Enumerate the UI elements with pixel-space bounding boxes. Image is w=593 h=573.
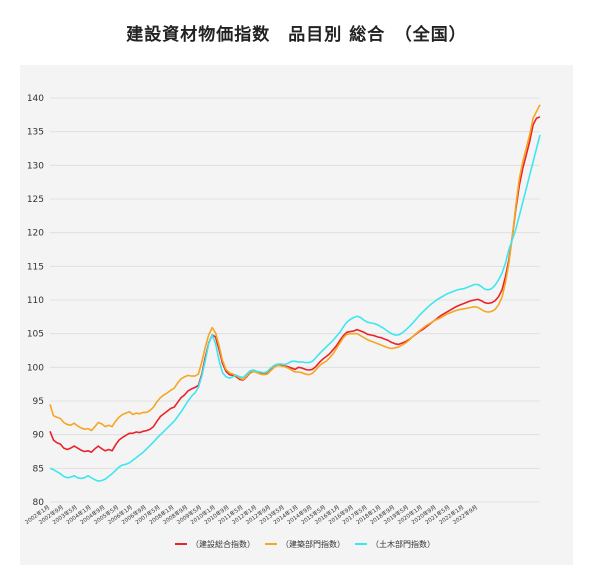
y-tick-label: 95 [33,397,44,407]
series-line-1 [49,104,541,432]
x-axis: 2002年1月2002年9月2003年5月2004年1月2004年9月2005年… [23,503,479,526]
y-tick-label: 135 [27,128,44,138]
series-line-0 [49,116,541,453]
series-line-2 [49,134,541,482]
y-axis: 80 85 90 95 100 105 110 115 120 125 130 135 140 [27,94,44,508]
y-tick-label: 125 [27,195,44,205]
y-tick-label: 115 [27,262,44,272]
legend-label-1: （建築部門指数） [281,539,345,549]
y-tick-label: 105 [27,330,44,340]
legend: （建設総合指数） （建築部門指数） （土木部門指数） [175,539,435,549]
legend-label-2: （土木部門指数） [371,539,435,549]
y-tick-label: 100 [27,363,44,373]
y-tick-label: 140 [27,94,44,104]
line-chart: 80 85 90 95 100 105 110 115 120 125 130 135 140 2002… [23,94,541,549]
gridlines [50,97,540,503]
y-tick-label: 120 [27,229,44,239]
y-tick-label: 80 [33,498,45,508]
series-lines [49,104,541,482]
y-tick-label: 85 [33,464,44,474]
y-tick-label: 130 [27,161,44,171]
chart-title: 建設資材物価指数 品目別 総合 （全国） [126,25,467,45]
legend-label-0: （建設総合指数） [191,539,255,549]
y-tick-label: 110 [27,296,44,306]
y-tick-label: 90 [33,431,45,441]
chart-panel: 80 85 90 95 100 105 110 115 120 125 130 135 140 2002… [20,65,573,565]
